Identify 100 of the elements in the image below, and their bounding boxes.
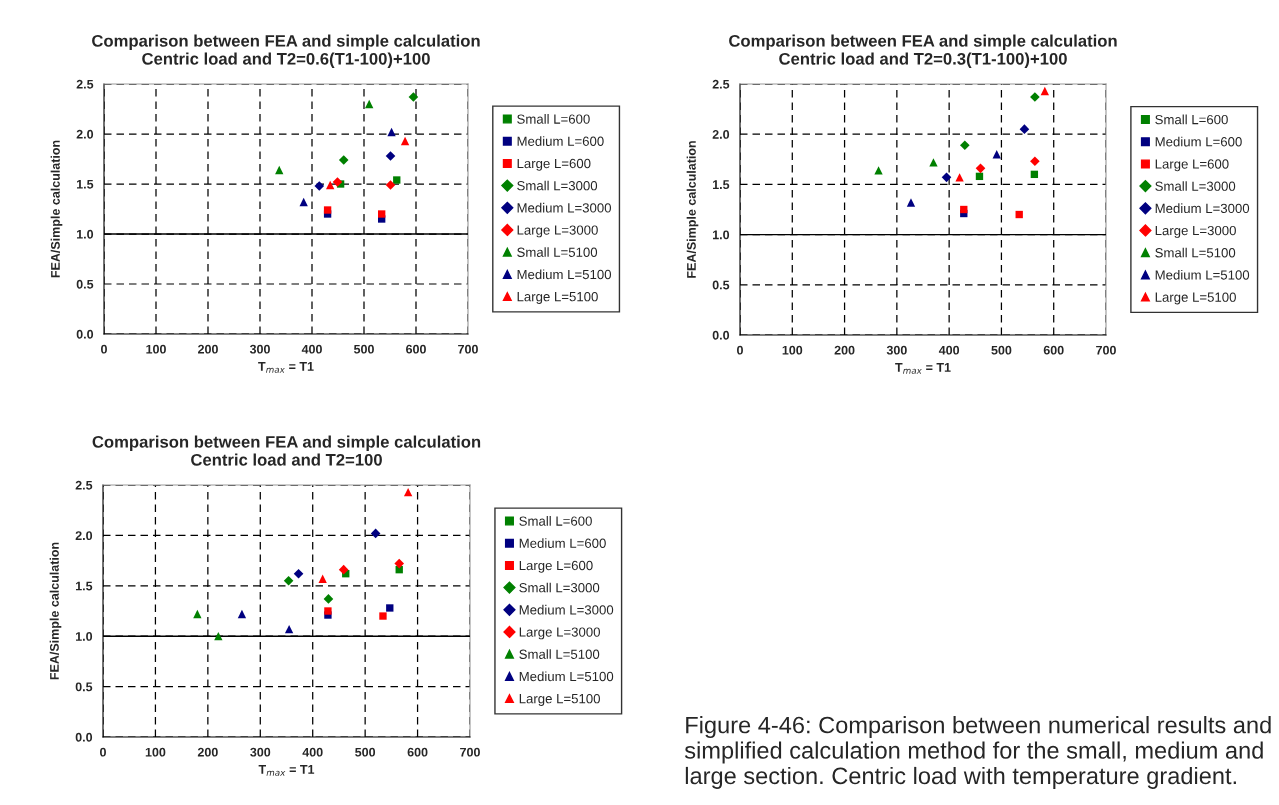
- point: [960, 140, 970, 151]
- legend-label: Medium L=3000: [519, 604, 614, 615]
- point: [378, 210, 386, 218]
- point: [385, 151, 396, 161]
- point: [955, 173, 964, 182]
- legend-label: Large L=600: [517, 158, 591, 171]
- legend-label: Large L=5100: [517, 291, 598, 304]
- point: [324, 607, 332, 615]
- y-tick-label: 0.5: [76, 279, 94, 289]
- point: [929, 158, 938, 167]
- y-axis-title: FEA/Simple calculation: [49, 542, 62, 680]
- point: [293, 568, 304, 579]
- y-axis-title: FEA/Simple calculation: [686, 141, 699, 278]
- x-tick-label: 400: [301, 344, 322, 354]
- point: [237, 609, 247, 619]
- legend-label: Large L=600: [1155, 159, 1229, 172]
- point: [1030, 170, 1039, 179]
- legend-label: Large L=5100: [519, 693, 600, 706]
- point: [393, 176, 401, 184]
- legend-label: Small L=600: [519, 516, 592, 526]
- x-axis-title: T$_{max}$ = T1: [258, 765, 315, 776]
- point: [1019, 124, 1030, 134]
- point: [1030, 156, 1040, 167]
- x-tick-label: 500: [991, 345, 1012, 355]
- y-tick-label: 1.5: [76, 581, 93, 591]
- legend-label: Small L=3000: [517, 180, 598, 191]
- caption: Figure 4-46: Comparison between numerical results and simplified calculation method for the small, medium and large section. Centric load with temperature gradient.: [684, 716, 1271, 789]
- legend-label: Large L=600: [519, 560, 593, 573]
- point: [365, 99, 374, 109]
- y-tick-label: 0.0: [712, 330, 730, 340]
- x-tick-label: 200: [198, 344, 218, 354]
- chart-title: Comparison between FEA and simple calculation Centric load and T2=0.6(T1-100)+100: [92, 34, 480, 69]
- point: [214, 632, 223, 641]
- legend-label: Medium L=5100: [517, 269, 612, 280]
- point: [394, 558, 405, 569]
- x-tick-label: 0: [100, 747, 106, 757]
- x-tick-label: 500: [353, 344, 374, 354]
- point: [370, 528, 381, 539]
- legend-label: Large L=3000: [1155, 225, 1236, 238]
- legend-label: Medium L=5100: [519, 671, 614, 682]
- point: [400, 136, 410, 146]
- legend-label: Medium L=5100: [1155, 269, 1250, 280]
- x-tick-label: 600: [1043, 345, 1064, 355]
- point: [874, 166, 883, 175]
- legend-label: Large L=3000: [517, 225, 598, 238]
- legend-label: Large L=5100: [1155, 292, 1236, 305]
- x-tick-label: 200: [834, 345, 855, 355]
- x-tick-label: 700: [1096, 345, 1116, 355]
- x-axis-title: T$_{max}$ = T1: [258, 362, 314, 373]
- legend-label: Small L=600: [1155, 114, 1228, 125]
- point: [386, 604, 394, 612]
- legend-label: Small L=5100: [1155, 247, 1236, 258]
- x-tick-label: 500: [355, 747, 376, 757]
- y-tick-label: 2.5: [76, 79, 94, 89]
- y-tick-label: 0.0: [75, 732, 93, 742]
- point: [975, 172, 984, 181]
- point: [323, 206, 332, 214]
- legend-label: Small L=5100: [517, 247, 598, 257]
- point: [318, 574, 327, 583]
- y-tick-label: 1.0: [76, 632, 93, 641]
- y-tick-label: 2.0: [75, 531, 93, 541]
- x-tick-label: 400: [302, 747, 323, 757]
- x-tick-label: 100: [146, 344, 166, 354]
- point: [323, 594, 334, 604]
- x-axis-title: T$_{max}$ = T1: [895, 363, 951, 374]
- y-tick-label: 0.5: [712, 280, 730, 290]
- y-tick-label: 0.5: [75, 682, 93, 692]
- x-tick-label: 600: [406, 344, 426, 354]
- point: [193, 609, 202, 619]
- point: [403, 487, 413, 497]
- y-tick-label: 2.5: [75, 480, 93, 490]
- y-tick-label: 1.5: [713, 180, 730, 190]
- x-tick-label: 600: [407, 747, 428, 757]
- legend-label: Small L=3000: [1155, 181, 1236, 191]
- x-tick-label: 700: [458, 344, 478, 354]
- point: [338, 155, 349, 165]
- point: [326, 180, 335, 190]
- legend-label: Medium L=3000: [1155, 203, 1250, 214]
- point: [283, 575, 294, 586]
- x-tick-label: 300: [250, 747, 271, 757]
- y-tick-label: 0.0: [76, 329, 94, 339]
- point: [408, 92, 419, 102]
- y-tick-label: 1.5: [77, 179, 94, 189]
- x-tick-label: 300: [886, 345, 907, 355]
- point: [314, 181, 325, 191]
- y-tick-label: 1.0: [713, 230, 730, 240]
- x-tick-label: 0: [737, 345, 743, 355]
- x-tick-label: 400: [938, 345, 960, 355]
- legend-label: Large L=3000: [519, 627, 600, 640]
- x-tick-label: 100: [145, 747, 166, 757]
- x-tick-label: 700: [460, 747, 480, 757]
- chart-title: Comparison between FEA and simple calculation Centric load and T2=0.3(T1-100)+100: [729, 34, 1117, 69]
- x-tick-label: 300: [249, 344, 270, 354]
- x-tick-label: 100: [782, 345, 803, 355]
- point: [385, 180, 396, 190]
- legend-label: Medium L=3000: [517, 202, 612, 213]
- legend-label: Medium L=600: [1155, 136, 1242, 147]
- point: [275, 165, 284, 175]
- point: [332, 177, 343, 187]
- point: [299, 197, 308, 207]
